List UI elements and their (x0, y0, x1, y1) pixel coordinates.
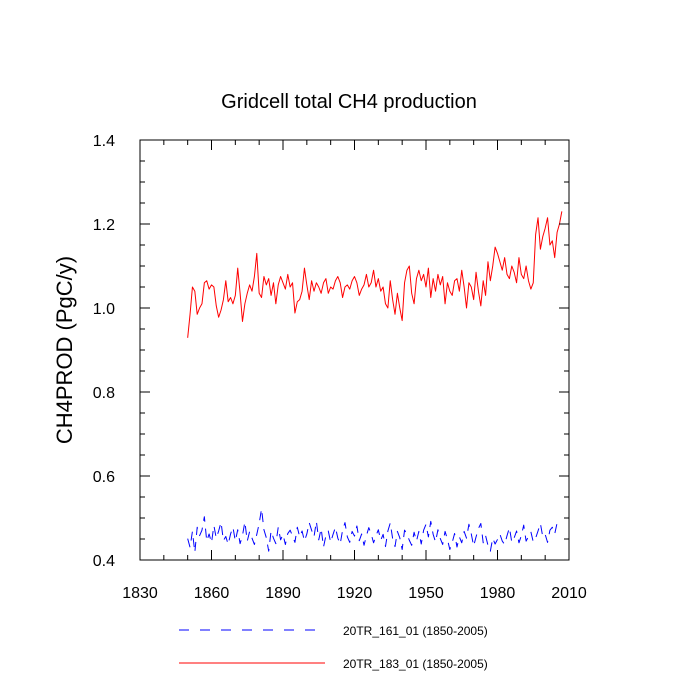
x-tick-label: 1830 (122, 585, 158, 602)
series-line-1 (187, 508, 558, 553)
y-tick-label: 0.4 (93, 553, 115, 570)
y-tick-label: 0.8 (93, 385, 115, 402)
y-axis: 0.4 0.6 0.8 1.0 1.2 1.4 (93, 133, 569, 570)
series-layer (187, 211, 563, 553)
series-line-2 (187, 211, 563, 338)
x-tick-label: 1950 (408, 585, 444, 602)
x-tick-label: 2010 (551, 585, 587, 602)
x-tick-label: 1920 (337, 585, 373, 602)
legend-label-1: 20TR_161_01 (1850-2005) (343, 624, 488, 638)
y-tick-label: 1.0 (93, 301, 115, 318)
x-tick-label: 1980 (480, 585, 516, 602)
x-tick-label: 1860 (194, 585, 230, 602)
legend: 20TR_161_01 (1850-2005) 20TR_183_01 (1850… (179, 624, 488, 671)
x-tick-label: 1890 (265, 585, 301, 602)
plot-frame (139, 139, 570, 561)
chart-title: Gridcell total CH4 production (221, 91, 477, 113)
y-axis-label: CH4PROD (PgC/y) (52, 256, 77, 444)
x-axis: 1830 1860 1890 1920 1950 1980 2010 (122, 140, 587, 602)
y-tick-label: 1.4 (93, 133, 115, 150)
y-tick-label: 0.6 (93, 469, 115, 486)
y-tick-label: 1.2 (93, 217, 115, 234)
legend-label-2: 20TR_183_01 (1850-2005) (343, 657, 488, 671)
